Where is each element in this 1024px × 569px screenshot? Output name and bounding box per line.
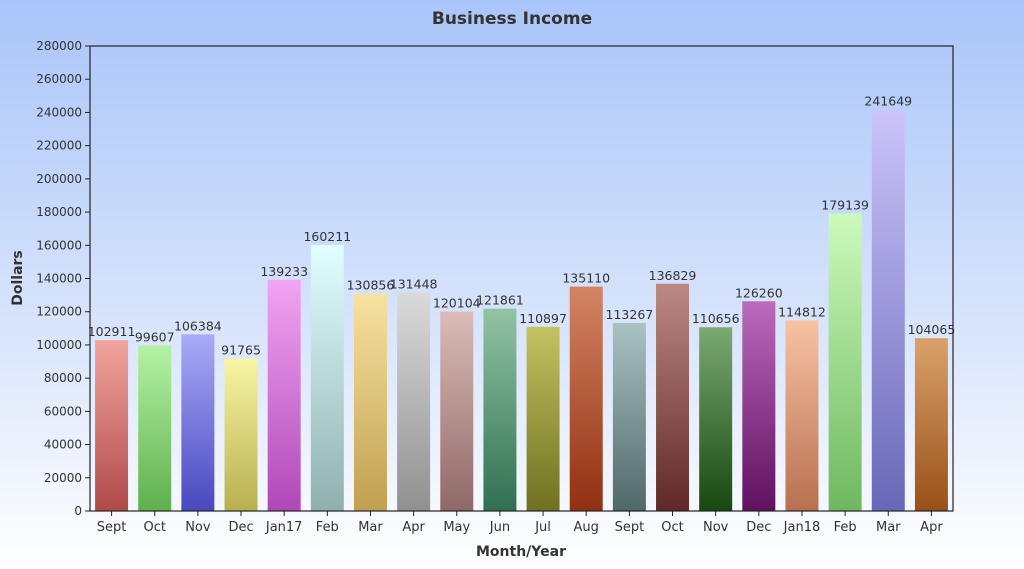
y-tick-label: 240000: [36, 105, 82, 119]
bar-feb-17: [828, 213, 862, 512]
x-axis-label: Month/Year: [476, 544, 566, 560]
data-label: 136829: [649, 268, 697, 283]
data-label: 120104: [433, 296, 481, 311]
data-label: 102911: [88, 324, 136, 339]
y-tick-label: 140000: [36, 272, 82, 286]
bar-jan18-16: [785, 320, 819, 511]
x-tick-label: Mar: [876, 520, 901, 535]
data-label: 139233: [260, 264, 308, 279]
data-label: 91765: [221, 343, 261, 358]
bar-apr-7: [397, 292, 431, 511]
bar-nov-2: [181, 334, 215, 511]
x-tick-label: May: [443, 520, 470, 535]
x-tick-label: Nov: [703, 520, 729, 535]
x-tick-label: Feb: [834, 520, 857, 535]
data-label: 135110: [562, 271, 610, 286]
x-tick-label: Feb: [316, 520, 339, 535]
bar-sept-12: [612, 322, 646, 511]
bar-may-8: [440, 311, 474, 511]
x-tick-label: Mar: [358, 520, 383, 535]
data-label: 130856: [347, 278, 395, 293]
bar-mar-6: [353, 293, 387, 511]
data-label: 110897: [519, 311, 567, 326]
x-tick-label: Sept: [97, 520, 127, 535]
bar-mar-18: [871, 109, 905, 511]
x-tick-label: Jul: [534, 520, 551, 535]
data-label: 104065: [908, 322, 956, 337]
x-tick-label: Jun: [489, 520, 510, 535]
data-label: 110656: [692, 311, 740, 326]
x-tick-label: Dec: [746, 520, 771, 535]
data-label: 113267: [606, 307, 654, 322]
bar-dec-3: [224, 358, 258, 511]
x-tick-label: Apr: [402, 520, 425, 535]
y-tick-label: 100000: [36, 338, 82, 352]
bar-feb-5: [310, 244, 344, 511]
y-tick-label: 220000: [36, 139, 82, 153]
y-tick-label: 0: [74, 504, 82, 518]
bar-apr-19: [914, 338, 948, 511]
y-tick-label: 120000: [36, 305, 82, 319]
x-tick-label: Jan18: [783, 520, 821, 535]
x-tick-label: Nov: [185, 520, 211, 535]
data-label: 160211: [303, 229, 351, 244]
bar-jan17-4: [267, 279, 301, 511]
bar-dec-15: [742, 301, 776, 511]
bar-sept-0: [95, 340, 129, 511]
y-tick-label: 260000: [36, 72, 82, 86]
x-tick-label: Sept: [615, 520, 645, 535]
x-tick-label: Oct: [661, 520, 683, 535]
y-tick-label: 160000: [36, 238, 82, 252]
y-tick-label: 180000: [36, 205, 82, 219]
bar-jun-9: [483, 308, 517, 511]
data-label: 131448: [390, 277, 438, 292]
chart-title: Business Income: [432, 9, 592, 29]
x-tick-label: Jan17: [265, 520, 303, 535]
y-tick-label: 80000: [44, 371, 82, 385]
data-label: 121861: [476, 293, 524, 308]
data-label: 99607: [135, 330, 175, 345]
bar-oct-1: [138, 345, 172, 511]
y-tick-label: 200000: [36, 172, 82, 186]
data-label: 106384: [174, 318, 222, 333]
y-tick-label: 20000: [44, 471, 82, 485]
x-tick-label: Oct: [143, 520, 165, 535]
data-label: 126260: [735, 285, 783, 300]
data-label: 114812: [778, 304, 826, 319]
y-axis-label: Dollars: [10, 250, 26, 306]
bar-jul-10: [526, 326, 560, 511]
x-tick-label: Aug: [574, 520, 599, 535]
data-label: 179139: [821, 198, 869, 213]
y-tick-label: 40000: [44, 438, 82, 452]
plot-frame: [89, 45, 954, 512]
y-tick-label: 60000: [44, 404, 82, 418]
data-label: 241649: [864, 94, 912, 109]
bar-oct-13: [656, 283, 690, 511]
bar-aug-11: [569, 286, 603, 511]
y-tick-label: 280000: [36, 39, 82, 53]
bar-nov-14: [699, 327, 733, 511]
x-tick-label: Apr: [920, 520, 943, 535]
x-tick-label: Dec: [228, 520, 253, 535]
